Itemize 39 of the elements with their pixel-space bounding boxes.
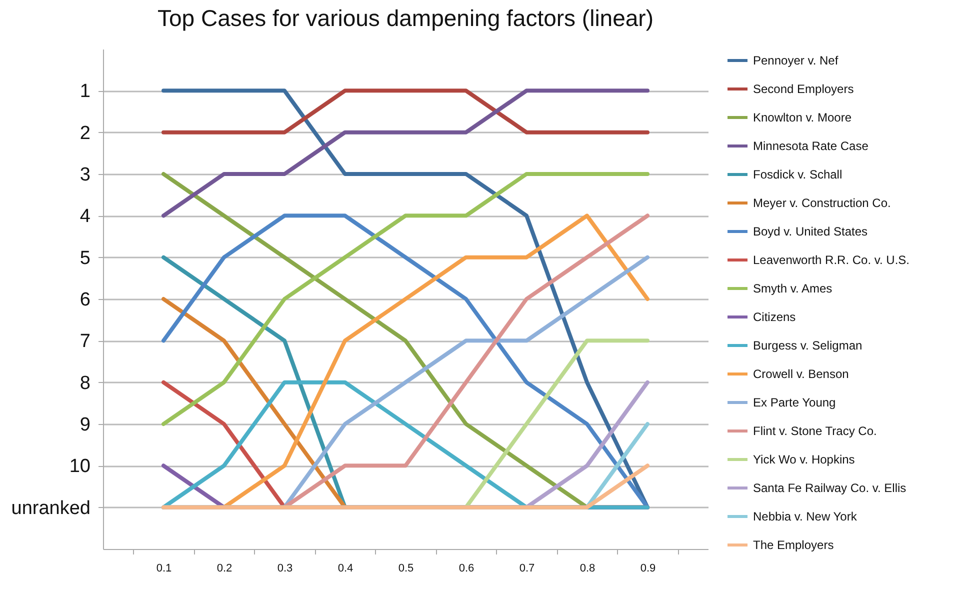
x-tick-label: 0.4: [338, 562, 354, 574]
y-tick-label: 10: [69, 456, 90, 478]
x-tick-label: 0.6: [458, 562, 474, 574]
x-tick-label: 0.7: [519, 562, 535, 574]
y-tick-label: 8: [80, 372, 90, 394]
legend-label: Meyer v. Construction Co.: [753, 196, 891, 210]
legend-label: Second Employers: [753, 82, 854, 96]
legend-label: Pennoyer v. Nef: [753, 54, 839, 68]
chart-title: Top Cases for various dampening factors (linear): [157, 5, 654, 31]
legend-label: Santa Fe Railway Co. v. Ellis: [753, 481, 906, 495]
x-tick-label: 0.9: [640, 562, 656, 574]
x-tick-label: 0.2: [216, 562, 232, 574]
y-tick-label: 4: [80, 206, 91, 228]
legend-label: Yick Wo v. Hopkins: [753, 452, 855, 466]
legend-label: Minnesota Rate Case: [753, 139, 869, 153]
y-tick-label: unranked: [11, 498, 90, 519]
x-tick-label: 0.8: [580, 562, 596, 574]
legend-label: The Employers: [753, 538, 834, 552]
legend-label: Leavenworth R.R. Co. v. U.S.: [753, 253, 910, 267]
x-tick-label: 0.1: [156, 562, 172, 574]
y-tick-label: 6: [80, 290, 90, 310]
legend-label: Smyth v. Ames: [753, 282, 832, 296]
legend-label: Citizens: [753, 310, 796, 324]
x-tick-label: 0.3: [277, 562, 293, 574]
legend-label: Flint v. Stone Tracy Co.: [753, 424, 877, 438]
y-tick-label: 9: [80, 414, 90, 436]
legend-label: Knowlton v. Moore: [753, 110, 852, 124]
legend-label: Boyd v. United States: [753, 224, 868, 238]
y-tick-label: 3: [80, 164, 90, 186]
y-tick-label: 7: [80, 331, 90, 352]
legend-label: Ex Parte Young: [753, 396, 836, 410]
legend-label: Fosdick v. Schall: [753, 168, 842, 182]
y-tick-label: 1: [80, 81, 90, 102]
y-tick-label: 2: [80, 122, 90, 144]
x-tick-label: 0.5: [398, 562, 414, 574]
y-tick-label: 5: [80, 248, 90, 269]
legend-label: Nebbia v. New York: [753, 510, 858, 524]
legend-label: Burgess v. Seligman: [753, 338, 862, 352]
legend-label: Crowell v. Benson: [753, 367, 849, 381]
